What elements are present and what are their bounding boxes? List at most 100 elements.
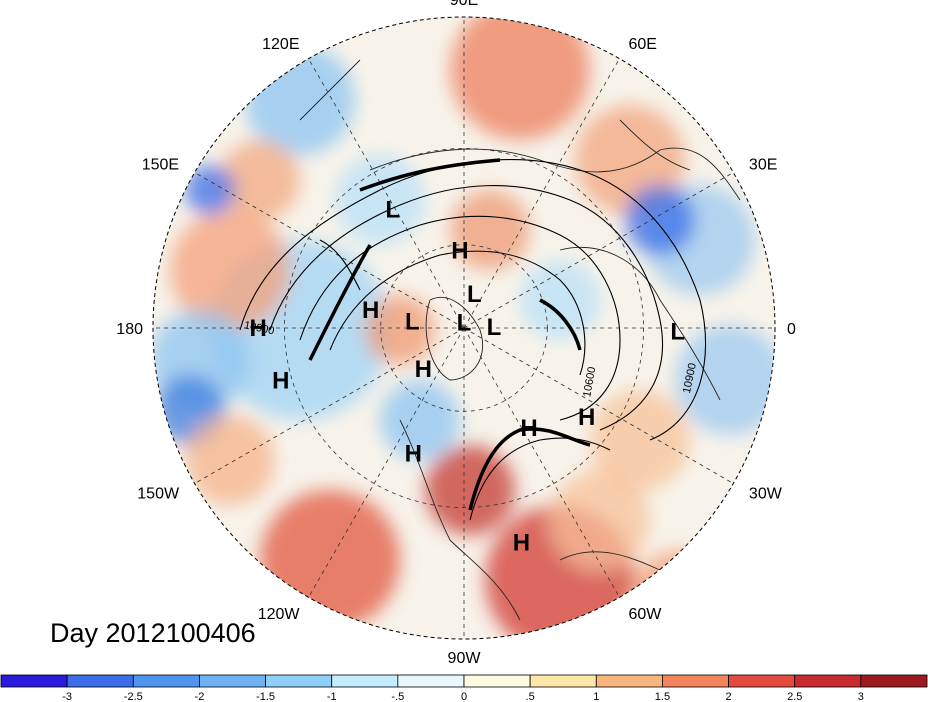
coastline <box>619 119 691 171</box>
anomaly-blob <box>185 165 235 215</box>
colorbar-tick-label: 1.5 <box>655 691 670 702</box>
anomaly-blob <box>425 445 515 535</box>
anomaly-blob <box>520 260 600 340</box>
meridian-line <box>194 172 465 329</box>
colorbar-tick-label: .5 <box>526 691 535 702</box>
meridian-line <box>308 327 465 598</box>
coastline <box>399 419 521 621</box>
longitude-label: 90W <box>448 650 482 667</box>
page-title: Day 2012100406 <box>50 618 256 648</box>
longitude-label: 30W <box>749 486 783 503</box>
colorbar-box <box>860 674 928 688</box>
meridian-line <box>194 327 465 484</box>
colorbar-tick-label: 1 <box>593 691 599 702</box>
colorbar-box <box>595 674 663 688</box>
low-pressure-label: L <box>405 309 420 336</box>
polar-stereographic-map: 90E 120E 60E 150E 30E 180 0 150W 30W 120W 60W 90W L… <box>116 0 796 667</box>
coastline <box>559 247 721 401</box>
longitude-label: 30E <box>749 157 777 174</box>
meridian-line <box>463 327 620 598</box>
coastline <box>299 59 361 121</box>
jet-stream-contour <box>468 427 591 511</box>
colorbar-box <box>132 674 200 688</box>
colorbar-box <box>794 674 862 688</box>
anomaly-blob <box>450 190 530 270</box>
colorbar-tick-label: -2 <box>195 691 205 702</box>
contour-line <box>469 437 611 521</box>
colorbar-tick-label: 2 <box>726 691 732 702</box>
high-pressure-label: H <box>578 404 595 431</box>
colorbar-tick-label: -1 <box>327 691 337 702</box>
colorbar-box <box>199 674 266 688</box>
anomaly-blob <box>365 295 435 365</box>
meridian-line <box>463 327 734 484</box>
anomaly-blob <box>590 390 690 490</box>
high-pressure-label: H <box>362 297 379 324</box>
contour-line <box>269 185 664 431</box>
colorbar: -3 -2.5 -2 -1.5 -1 -.5 0 .5 1 1.5 2 2.5 3 <box>0 674 928 702</box>
anomaly-blob <box>185 415 275 505</box>
colorbar-box <box>463 674 531 688</box>
colorbar-tick-label: -.5 <box>391 691 404 702</box>
longitude-label: 120E <box>262 36 299 53</box>
colorbar-tick-label: 2.5 <box>787 691 802 702</box>
colorbar-box <box>331 674 399 688</box>
longitude-labels: 90E 120E 60E 150E 30E 180 0 150W 30W 120W 60W 90W <box>116 0 796 667</box>
high-pressure-label: H <box>272 368 289 395</box>
low-pressure-label: L <box>467 281 482 308</box>
colorbar-box <box>265 674 333 688</box>
colorbar-box <box>662 674 729 688</box>
longitude-label: 0 <box>787 321 796 338</box>
high-pressure-label: H <box>520 415 537 442</box>
anomaly-blob <box>550 470 650 570</box>
longitude-label: 60W <box>629 606 663 623</box>
longitude-label: 150E <box>142 157 179 174</box>
colorbar-box <box>0 674 68 688</box>
meridian-line <box>463 58 620 329</box>
colorbar-tick-label: -2.5 <box>124 691 143 702</box>
anomaly-blob <box>450 17 590 140</box>
colorbar-box <box>728 674 796 688</box>
contour-line <box>299 215 621 421</box>
low-pressure-label: L <box>487 314 502 341</box>
lat-lon-gridlines <box>153 17 775 639</box>
high-pressure-label: H <box>249 315 266 342</box>
anomaly-blob <box>380 380 460 460</box>
jet-stream-contour <box>308 244 372 361</box>
contour-line <box>319 239 361 291</box>
meridian-line <box>308 58 465 329</box>
meridian-line <box>463 172 734 329</box>
map-boundary <box>152 16 776 640</box>
colorbar-tick-label: -1.5 <box>256 691 275 702</box>
jet-stream-contour <box>539 298 582 351</box>
contour-line <box>329 250 586 376</box>
high-pressure-label: H <box>513 529 530 556</box>
colorbar-box <box>66 674 134 688</box>
longitude-label: 90E <box>450 0 478 9</box>
colorbar-box <box>397 674 465 688</box>
anomaly-blob <box>220 140 300 220</box>
coastline <box>425 296 484 381</box>
colorbar-tick-label: 3 <box>858 691 864 702</box>
longitude-label: 180 <box>116 321 143 338</box>
geopotential-height-contours <box>239 158 707 521</box>
low-pressure-label: L <box>457 310 472 337</box>
anomaly-blob <box>170 210 290 330</box>
low-pressure-label: L <box>385 196 400 223</box>
anomaly-blob <box>245 45 355 155</box>
colorbar-tick-label: 0 <box>461 691 467 702</box>
high-pressure-label: H <box>415 356 432 383</box>
longitude-label: 150W <box>137 486 180 503</box>
longitude-label: 120W <box>258 606 301 623</box>
high-pressure-label: H <box>405 440 422 467</box>
low-pressure-label: L <box>670 319 685 346</box>
high-pressure-label: H <box>451 238 468 265</box>
anomaly-blob <box>675 325 775 435</box>
contour-label: 10600 <box>581 366 598 398</box>
anomaly-blob <box>630 550 730 639</box>
jet-stream-contour <box>359 158 501 192</box>
anomaly-blob <box>625 185 695 255</box>
longitude-label: 60E <box>629 36 657 53</box>
colorbar-tick-label: -3 <box>62 691 72 702</box>
